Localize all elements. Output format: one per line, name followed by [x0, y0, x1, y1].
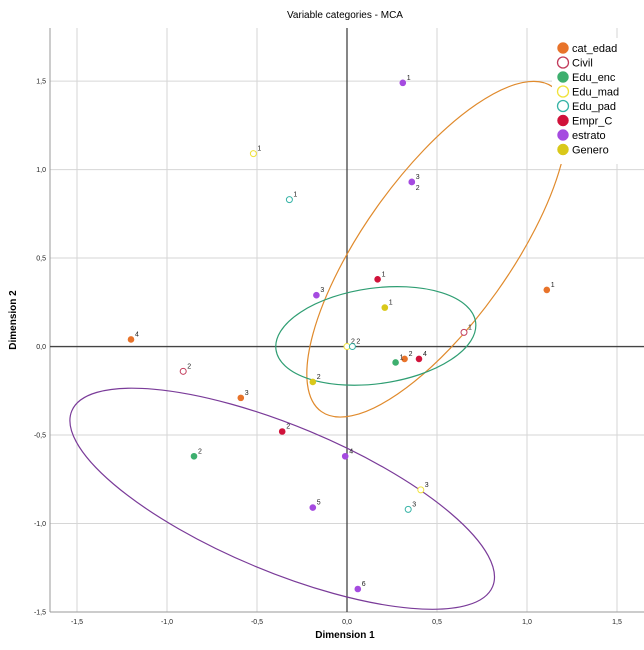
point-label: 3 — [320, 287, 324, 294]
x-tick-label: -0,5 — [251, 619, 263, 626]
x-tick-label: 1,0 — [522, 619, 532, 626]
point-Edu_mad-1 — [249, 150, 257, 158]
point-cat_edad-2 — [401, 355, 408, 363]
point-label: 2 — [286, 423, 290, 430]
point-label: 1 — [400, 354, 404, 361]
x-tick-label: 0,5 — [432, 619, 442, 626]
point-label: 1 — [293, 192, 297, 199]
point-Edu_enc-2 — [190, 452, 198, 460]
point-label: 2 — [351, 339, 355, 346]
point-label: 2 — [198, 448, 202, 455]
point-cat_edad-1 — [543, 286, 551, 294]
point-label: 5 — [317, 500, 321, 507]
point-label: 3 — [425, 482, 429, 489]
point-label: 3 — [416, 174, 420, 181]
point-estrato-4 — [341, 452, 349, 460]
y-tick-label: -1,5 — [34, 610, 46, 617]
legend-label: Edu_pad — [572, 101, 616, 113]
point-label: 4 — [135, 331, 139, 338]
x-tick-label: -1,0 — [161, 619, 173, 626]
point-Edu_enc-1 — [392, 359, 399, 366]
legend-marker-Civil — [556, 56, 570, 69]
point-cat_edad-4 — [127, 336, 135, 343]
legend-label: Empr_C — [572, 116, 612, 128]
y-tick-label: -1,0 — [34, 521, 46, 528]
point-estrato-1 — [399, 79, 407, 87]
point-Civil-2 — [179, 367, 187, 375]
x-tick-label: 1,5 — [612, 619, 622, 626]
point-label: 1 — [407, 75, 411, 82]
point-label: 3 — [412, 501, 416, 508]
legend-label: Civil — [572, 58, 593, 70]
legend: cat_edad Civil Edu_enc Edu_mad Edu_pad Empr_C… — [552, 38, 644, 164]
point-cat_edad-3 — [237, 394, 245, 402]
point-estrato-5 — [309, 504, 317, 511]
point-label: 2 — [409, 351, 413, 358]
legend-label: Edu_enc — [572, 72, 616, 84]
legend-label: Genero — [572, 145, 609, 157]
legend-marker-Edu_enc — [557, 71, 569, 83]
legend-marker-Genero — [557, 143, 569, 156]
legend-marker-Edu_mad — [556, 85, 570, 98]
y-tick-label: 0,0 — [36, 344, 46, 351]
point-estrato-3 — [313, 291, 320, 299]
point-label: 2 — [317, 374, 321, 381]
point-label: 1 — [382, 271, 386, 278]
point-Empr_C-2 — [278, 428, 286, 435]
point-estrato-2 — [408, 178, 416, 186]
legend-label: Edu_mad — [572, 87, 619, 99]
point-Edu_pad-1 — [285, 196, 293, 204]
x-tick-label: -1,5 — [71, 619, 83, 626]
legend-marker-Empr_C — [557, 114, 569, 127]
y-axis-title: Dimension 2 — [8, 290, 19, 350]
point-label: 2 — [187, 363, 191, 370]
point-Edu_pad-2 — [348, 343, 356, 351]
legend-marker-estrato — [557, 129, 569, 141]
point-Genero-2 — [309, 378, 317, 386]
point-label: 1 — [468, 324, 472, 331]
ellipse-2 — [275, 286, 477, 386]
legend-label: estrato — [572, 130, 606, 142]
legend-label: cat_edad — [572, 43, 617, 55]
legend-marker-cat_edad — [557, 42, 569, 54]
point-Edu_mad-3 — [417, 486, 425, 494]
y-tick-label: 0,5 — [36, 256, 46, 263]
y-tick-label: 1,5 — [36, 79, 46, 86]
point-label: 2 — [356, 339, 360, 346]
point-estrato-6 — [354, 585, 362, 593]
point-label: 6 — [362, 581, 366, 588]
x-tick-label: 0,0 — [342, 619, 352, 626]
point-label: 1 — [389, 300, 393, 307]
point-label: 2 — [416, 185, 420, 192]
point-Empr_C-1 — [374, 275, 381, 283]
point-label: 4 — [349, 448, 353, 455]
y-tick-label: -0,5 — [34, 433, 46, 440]
chart-title: Variable categories - MCA — [287, 10, 403, 21]
point-Edu_pad-3 — [404, 505, 412, 513]
point-label: 4 — [423, 351, 427, 358]
point-Civil-1 — [460, 328, 468, 336]
ellipse-3 — [69, 387, 496, 610]
point-Empr_C-4 — [415, 355, 423, 363]
point-label: 1 — [551, 282, 555, 289]
point-label: 1 — [257, 146, 261, 153]
y-tick-label: 1,0 — [36, 167, 46, 174]
point-Genero-1 — [381, 304, 389, 311]
tick-labels: -1,5 -1,0 -0,5 0,0 0,5 1,0 1,5 1,5 1,0 0,5 0,0 -0,5… — [34, 79, 622, 626]
legend-marker-Edu_pad — [556, 99, 570, 113]
x-axis-title: Dimension 1 — [315, 630, 375, 641]
point-label: 3 — [245, 390, 249, 397]
